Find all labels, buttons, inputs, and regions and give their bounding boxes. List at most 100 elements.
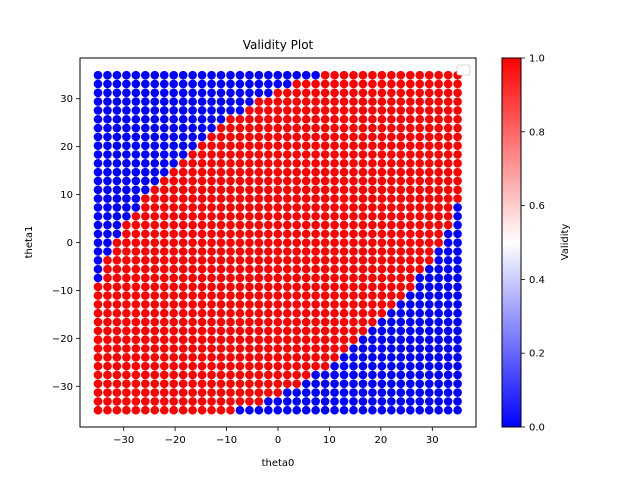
data-point xyxy=(273,344,283,353)
data-point xyxy=(169,326,178,336)
data-point xyxy=(254,79,264,89)
data-point xyxy=(93,335,103,344)
data-point xyxy=(330,176,339,186)
data-point xyxy=(405,220,415,230)
data-point xyxy=(415,194,425,203)
data-point xyxy=(405,370,415,380)
data-point xyxy=(330,282,339,292)
data-point xyxy=(122,344,131,353)
data-point xyxy=(122,150,131,159)
data-point xyxy=(358,238,368,247)
data-point xyxy=(387,247,396,256)
data-point xyxy=(273,176,283,186)
data-point xyxy=(122,291,131,300)
data-point xyxy=(131,203,141,212)
data-point xyxy=(245,167,254,177)
data-point xyxy=(169,344,178,353)
data-point xyxy=(358,167,368,177)
y-tick-label: −10 xyxy=(52,286,73,297)
data-point xyxy=(368,141,377,150)
data-point xyxy=(311,79,320,89)
data-point xyxy=(282,300,292,309)
data-point xyxy=(254,326,264,336)
data-point xyxy=(122,247,131,256)
data-point xyxy=(453,300,462,309)
data-point xyxy=(443,335,453,344)
data-point xyxy=(178,247,188,256)
data-point xyxy=(93,176,103,186)
data-point xyxy=(245,388,254,397)
data-point xyxy=(282,150,292,159)
data-point xyxy=(377,70,387,80)
data-point xyxy=(235,264,245,274)
data-point xyxy=(330,247,339,256)
data-point xyxy=(178,256,188,265)
data-point xyxy=(377,229,387,239)
data-point xyxy=(434,300,443,309)
data-point xyxy=(387,106,396,115)
data-point xyxy=(368,291,377,300)
data-point xyxy=(159,353,169,362)
data-point xyxy=(405,229,415,239)
data-point xyxy=(273,282,283,292)
data-point xyxy=(358,317,368,327)
data-point xyxy=(405,159,415,168)
data-point xyxy=(282,379,292,389)
data-point xyxy=(311,106,320,115)
data-point xyxy=(443,291,453,300)
data-point xyxy=(405,273,415,283)
chart-title: Validity Plot xyxy=(243,38,314,52)
data-point xyxy=(434,326,443,336)
data-point xyxy=(330,97,339,106)
data-point xyxy=(273,317,283,327)
data-point xyxy=(169,282,178,292)
data-point xyxy=(453,238,462,247)
data-point xyxy=(292,194,302,203)
data-point xyxy=(159,203,169,212)
data-point xyxy=(122,388,131,397)
data-point xyxy=(387,194,396,203)
data-point xyxy=(453,397,462,406)
data-point xyxy=(103,335,112,344)
data-point xyxy=(178,361,188,371)
data-point xyxy=(396,379,406,389)
data-point xyxy=(301,167,311,177)
data-point xyxy=(235,361,245,371)
data-point xyxy=(141,317,150,327)
data-point xyxy=(112,97,122,106)
data-point xyxy=(226,150,235,159)
data-point xyxy=(254,238,264,247)
data-point xyxy=(235,203,245,212)
data-point xyxy=(235,405,245,415)
data-point xyxy=(112,317,122,327)
data-point xyxy=(197,229,207,239)
data-point xyxy=(311,379,320,389)
data-point xyxy=(207,397,216,406)
data-point xyxy=(131,361,141,371)
data-point xyxy=(443,256,453,265)
data-point xyxy=(387,203,396,212)
data-point xyxy=(387,370,396,380)
data-point xyxy=(292,70,302,80)
data-point xyxy=(207,141,216,150)
data-point xyxy=(188,229,197,239)
data-point xyxy=(112,273,122,283)
data-point xyxy=(216,397,226,406)
data-point xyxy=(131,132,141,142)
data-point xyxy=(188,388,197,397)
data-point xyxy=(216,123,226,133)
data-point xyxy=(207,405,216,415)
data-point xyxy=(282,238,292,247)
data-point xyxy=(226,317,235,327)
data-point xyxy=(226,326,235,336)
data-point xyxy=(216,344,226,353)
data-point xyxy=(216,97,226,106)
data-point xyxy=(216,159,226,168)
data-point xyxy=(264,264,273,274)
data-point xyxy=(424,397,434,406)
data-point xyxy=(235,238,245,247)
data-point xyxy=(282,167,292,177)
data-point xyxy=(207,379,216,389)
data-point xyxy=(169,211,178,221)
data-point xyxy=(301,70,311,80)
